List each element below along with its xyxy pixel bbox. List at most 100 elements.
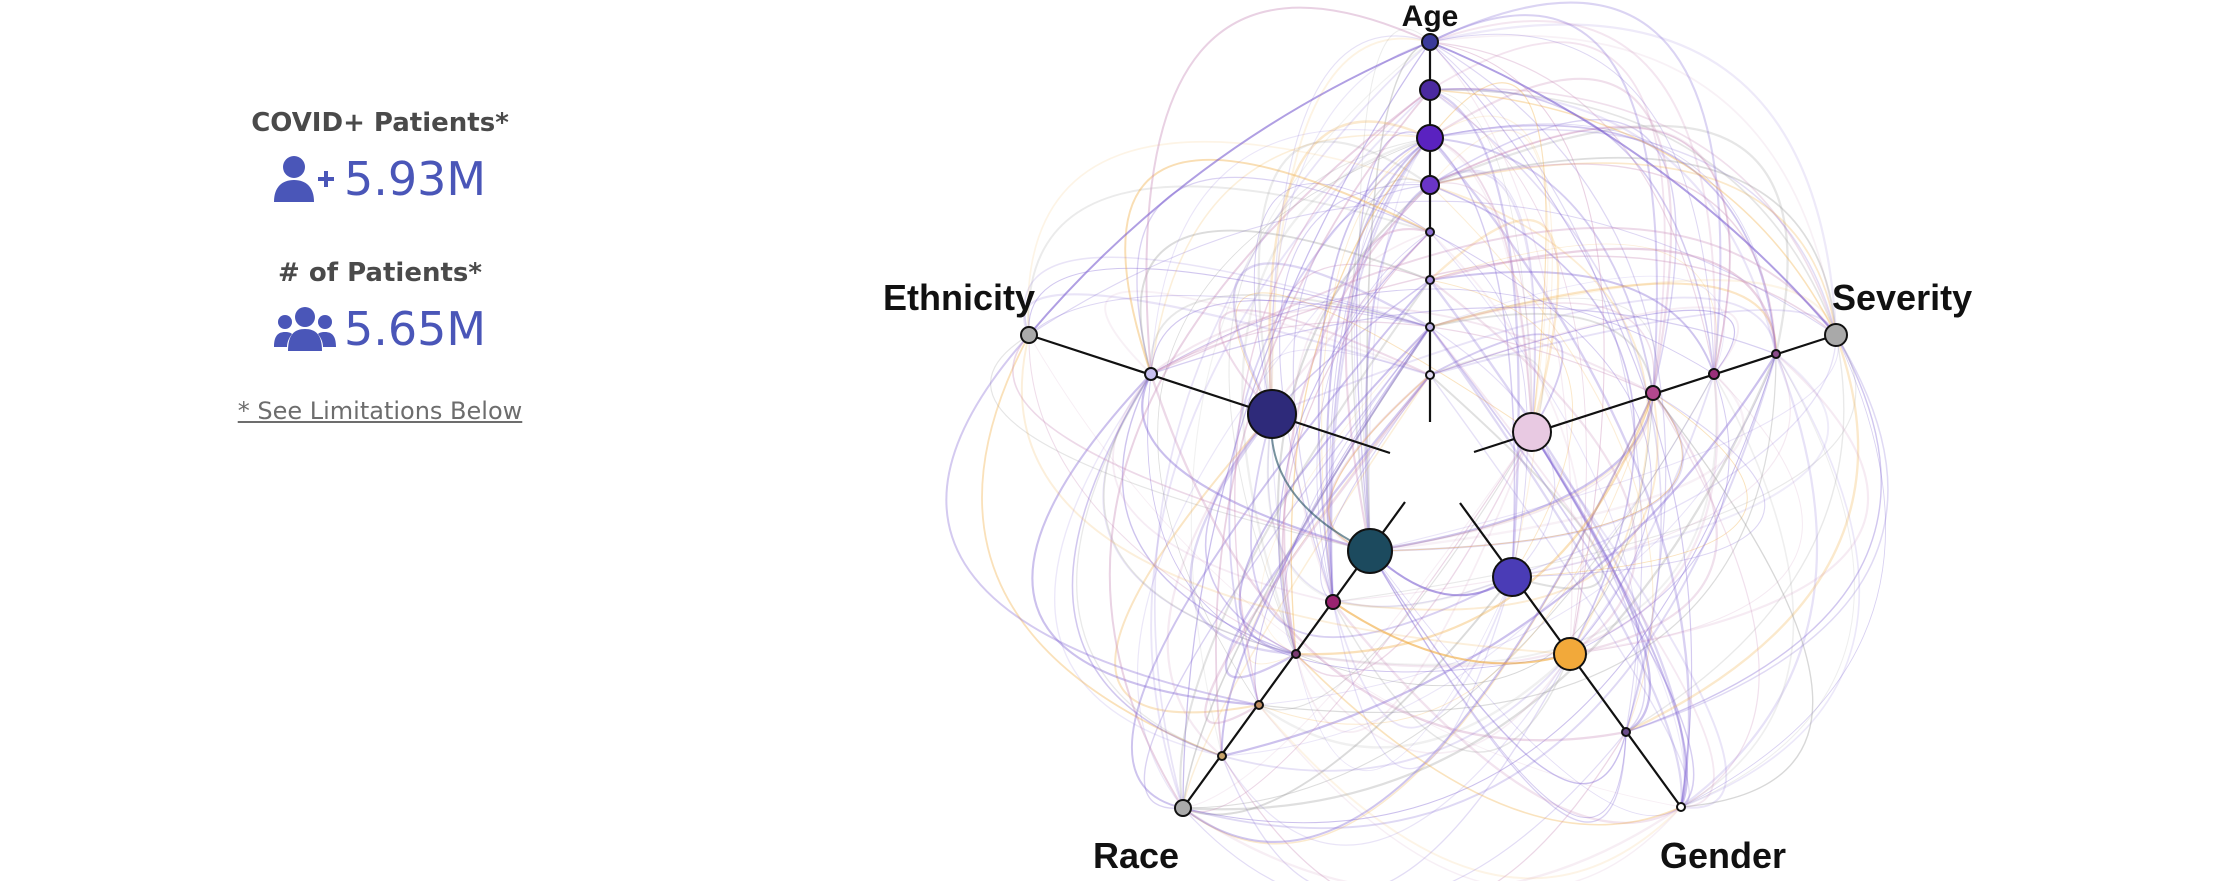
chart-link <box>1271 296 1777 415</box>
node-age[interactable] <box>1425 227 1435 237</box>
chart-link <box>1429 128 1837 336</box>
chart-link <box>1429 89 1587 655</box>
chart-link <box>1652 392 1760 808</box>
chart-link <box>1145 6 1431 375</box>
chart-link <box>990 334 1371 552</box>
chart-link <box>1028 267 1431 336</box>
chart-link <box>1254 326 1431 706</box>
node-severity[interactable] <box>1771 349 1781 359</box>
chart-link <box>1150 288 1715 375</box>
node-age[interactable] <box>1416 124 1444 152</box>
chart-link <box>1218 309 1431 415</box>
chart-link <box>1266 413 1513 609</box>
chart-link <box>1108 89 1431 809</box>
node-race[interactable] <box>1217 751 1227 761</box>
chart-link <box>981 334 1223 757</box>
chart-link <box>1429 184 1636 655</box>
chart-link <box>1028 41 1431 336</box>
chart-link <box>1282 326 1431 655</box>
chart-link <box>1429 309 1735 376</box>
chart-link <box>1429 137 1691 808</box>
node-race[interactable] <box>1347 528 1393 574</box>
chart-link <box>1369 550 1627 819</box>
node-severity[interactable] <box>1645 385 1661 401</box>
chart-link <box>1114 413 1273 714</box>
chart-link <box>1680 353 1818 808</box>
node-ethnicity[interactable] <box>1020 326 1038 344</box>
chart-link <box>1429 243 1718 375</box>
chart-link <box>1258 353 1777 706</box>
node-gender[interactable] <box>1621 727 1631 737</box>
chart-link <box>1531 431 1652 734</box>
chart-link <box>1429 156 1837 336</box>
node-age[interactable] <box>1425 370 1435 380</box>
chart-link <box>1429 182 1533 433</box>
chart-link <box>1429 77 1672 394</box>
chart-link <box>1369 392 1684 552</box>
see-limitations-link[interactable]: * See Limitations Below <box>237 397 523 425</box>
chart-link <box>1150 306 1777 375</box>
chart-link <box>1429 306 1740 376</box>
node-ethnicity[interactable] <box>1247 389 1297 439</box>
node-severity[interactable] <box>1512 412 1552 452</box>
node-age[interactable] <box>1421 33 1439 51</box>
chart-link <box>1429 162 1837 336</box>
chart-link <box>1028 334 1297 655</box>
axis-label-severity: Severity <box>1832 277 1972 318</box>
node-race[interactable] <box>1291 649 1301 659</box>
node-race[interactable] <box>1325 594 1341 610</box>
chart-link <box>1182 373 1715 809</box>
chart-link <box>1258 704 1682 880</box>
chart-link <box>1354 181 1431 552</box>
node-age[interactable] <box>1419 79 1441 101</box>
node-age[interactable] <box>1425 322 1435 332</box>
node-severity[interactable] <box>1824 323 1848 347</box>
node-gender[interactable] <box>1676 802 1686 812</box>
chart-link <box>1429 89 1837 336</box>
chart-link <box>1328 374 1431 552</box>
chart-link <box>1153 41 1431 809</box>
axis-label-age: Age <box>1402 0 1459 33</box>
chart-link <box>1429 137 1533 433</box>
chart-link <box>1258 392 1654 725</box>
node-ethnicity[interactable] <box>1144 367 1158 381</box>
node-age[interactable] <box>1425 275 1435 285</box>
chart-link <box>1429 279 1574 578</box>
chart-link <box>1112 373 1334 603</box>
chart-link <box>1182 353 1777 824</box>
chart-link <box>1295 653 1571 754</box>
chart-link <box>1028 200 1837 336</box>
chart-link <box>1429 279 1637 655</box>
chart-link <box>1179 279 1431 809</box>
chart-link <box>1429 88 1778 355</box>
chart-link <box>1332 576 1513 729</box>
node-severity[interactable] <box>1708 368 1720 380</box>
chart-link <box>1182 326 1431 809</box>
chart-link <box>1295 392 1654 687</box>
chart-link <box>1364 184 1431 552</box>
node-gender[interactable] <box>1553 637 1587 671</box>
chart-link <box>1292 184 1431 603</box>
chart-link <box>1625 334 1889 733</box>
chart-link <box>1429 218 1560 433</box>
chart-link <box>1369 334 1839 552</box>
chart-link <box>1238 326 1431 655</box>
chart-link <box>1139 229 1431 375</box>
axis-label-race: Race <box>1093 835 1179 876</box>
node-race[interactable] <box>1254 700 1264 710</box>
chart-link <box>1511 353 1830 578</box>
chart-link <box>1531 431 1685 808</box>
chart-link <box>1429 231 1585 655</box>
node-gender[interactable] <box>1492 557 1532 597</box>
chart-link <box>1271 37 1431 415</box>
chart-link <box>1283 184 1431 655</box>
chart-link <box>1369 392 1683 552</box>
chart-link <box>1511 334 1837 578</box>
node-race[interactable] <box>1174 799 1192 817</box>
chart-link <box>1253 183 1431 415</box>
chart-link <box>1429 41 1605 655</box>
chart-link <box>1366 41 1431 552</box>
chart-link <box>1429 41 1643 733</box>
node-age[interactable] <box>1420 175 1440 195</box>
chart-link <box>1150 305 1654 394</box>
